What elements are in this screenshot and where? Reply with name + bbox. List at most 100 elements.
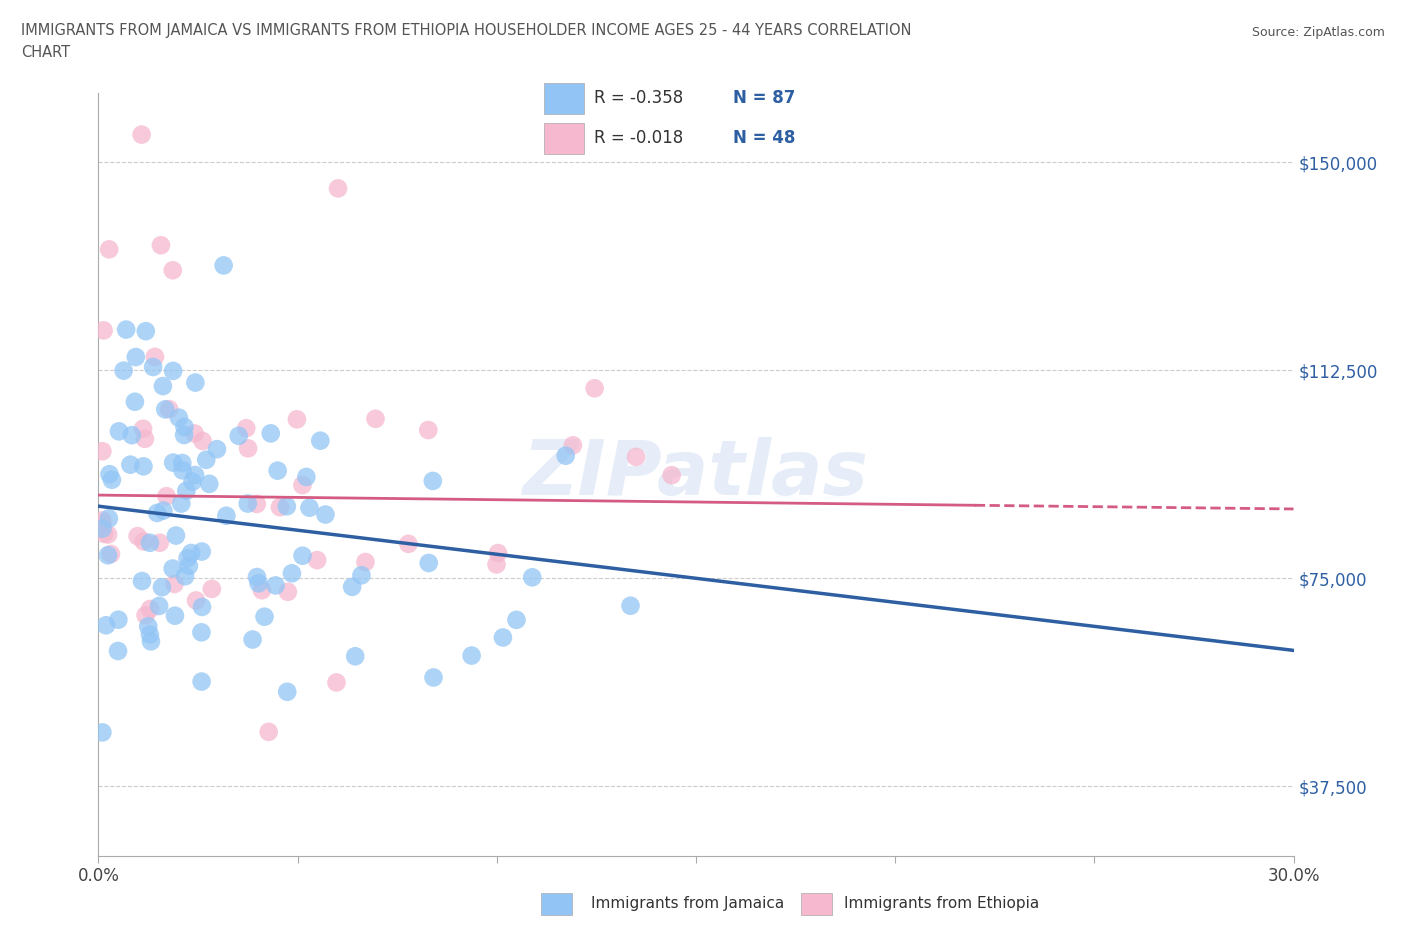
Point [97, 512, 120, 526]
Point [97, 527, 120, 542]
Point [257, 724, 280, 739]
Point [165, 528, 187, 543]
Point [340, 579, 363, 594]
Point [172, 463, 194, 478]
Point [619, 598, 641, 613]
Point [307, 552, 329, 567]
Point [235, 420, 257, 435]
Point [163, 608, 186, 623]
Point [91, 513, 114, 528]
Point [176, 551, 198, 565]
Point [135, 324, 157, 339]
Point [276, 684, 298, 699]
Point [180, 546, 202, 561]
Point [309, 433, 332, 448]
Point [152, 379, 174, 393]
Point [505, 612, 527, 627]
Point [364, 411, 387, 426]
Point [101, 472, 124, 487]
Point [486, 546, 509, 561]
Point [149, 536, 172, 551]
Point [149, 238, 172, 253]
Point [250, 583, 273, 598]
Point [150, 579, 173, 594]
Point [176, 484, 198, 498]
Point [190, 674, 212, 689]
Point [136, 618, 159, 633]
Point [121, 428, 143, 443]
Point [215, 509, 238, 524]
Point [93, 526, 115, 541]
Point [191, 600, 214, 615]
Point [142, 360, 165, 375]
Point [492, 630, 515, 644]
Point [344, 649, 367, 664]
Point [131, 574, 153, 589]
Text: R = -0.358: R = -0.358 [593, 89, 683, 107]
Text: Immigrants from Ethiopia: Immigrants from Ethiopia [844, 897, 1039, 911]
Point [177, 558, 200, 573]
Point [242, 632, 264, 647]
Point [162, 455, 184, 470]
Point [115, 322, 138, 337]
Point [277, 584, 299, 599]
Point [298, 500, 321, 515]
Point [624, 449, 647, 464]
Point [264, 578, 287, 592]
Point [184, 375, 207, 390]
Point [561, 438, 583, 453]
Point [132, 534, 155, 549]
Text: IMMIGRANTS FROM JAMAICA VS IMMIGRANTS FROM ETHIOPIA HOUSEHOLDER INCOME AGES 25 -: IMMIGRANTS FROM JAMAICA VS IMMIGRANTS FR… [21, 23, 911, 38]
Text: R = -0.018: R = -0.018 [593, 129, 683, 147]
Point [132, 458, 155, 473]
Point [173, 419, 195, 434]
FancyBboxPatch shape [544, 123, 583, 154]
Point [93, 323, 115, 338]
Point [195, 452, 218, 467]
Point [94, 618, 117, 632]
Point [485, 557, 508, 572]
Point [661, 468, 683, 483]
Point [174, 569, 197, 584]
Point [184, 593, 207, 608]
Point [198, 476, 221, 491]
Point [212, 258, 235, 272]
Point [139, 627, 162, 642]
Point [246, 497, 269, 512]
Point [173, 428, 195, 443]
Text: N = 87: N = 87 [733, 89, 794, 107]
Point [269, 499, 291, 514]
Point [139, 602, 162, 617]
Point [163, 577, 186, 591]
Point [350, 568, 373, 583]
Point [246, 569, 269, 584]
Point [152, 503, 174, 518]
Point [107, 612, 129, 627]
Point [253, 609, 276, 624]
Point [460, 648, 482, 663]
Point [108, 424, 131, 439]
Point [247, 576, 270, 591]
Point [139, 536, 162, 551]
Point [281, 565, 304, 580]
Point [131, 127, 153, 142]
Point [228, 429, 250, 444]
Point [418, 422, 440, 437]
Point [135, 608, 157, 623]
Text: N = 48: N = 48 [733, 129, 794, 147]
Point [91, 516, 114, 531]
Point [127, 528, 149, 543]
Point [181, 474, 204, 489]
Point [134, 432, 156, 446]
Point [162, 263, 184, 278]
Point [98, 467, 121, 482]
Point [583, 381, 606, 396]
Point [132, 421, 155, 436]
Point [162, 364, 184, 379]
Point [396, 537, 419, 551]
Point [205, 442, 228, 457]
Point [98, 242, 121, 257]
Point [184, 468, 207, 483]
Point [120, 458, 142, 472]
Point [285, 412, 308, 427]
